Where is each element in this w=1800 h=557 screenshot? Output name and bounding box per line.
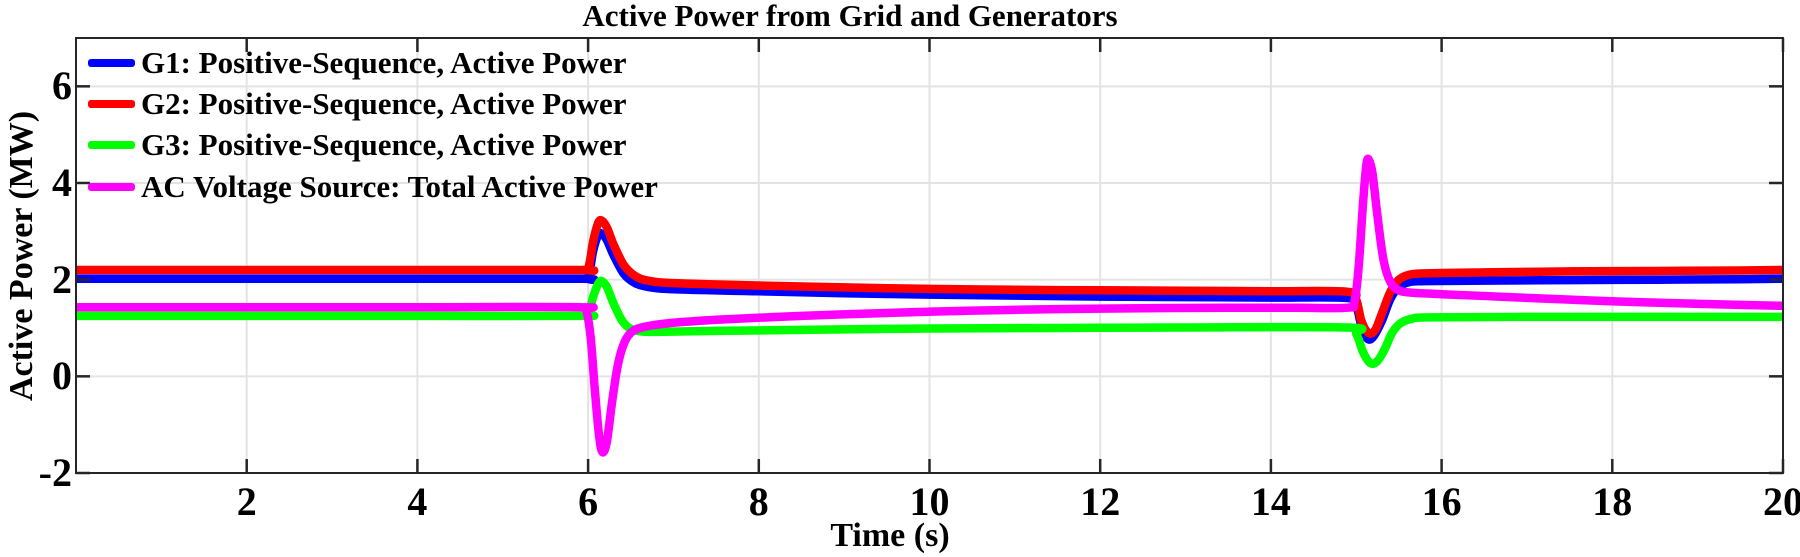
y-tick-label: 6 [52,63,72,109]
x-tick-label: 4 [407,479,428,524]
legend-line-swatch [88,141,135,150]
x-tick-label: 6 [578,479,599,524]
x-tick-label: 16 [1421,479,1462,524]
x-tick-label: 8 [748,479,769,524]
legend-line-swatch [88,99,135,108]
x-tick-label: 20 [1763,479,1800,524]
y-tick-label: 4 [52,160,72,205]
x-tick-label: 2 [236,479,257,524]
chart-title: Active Power from Grid and Generators [582,0,1118,33]
legend-label: AC Voltage Source: Total Active Power [141,168,658,204]
x-axis-label: Time (s) [830,517,950,554]
legend-line-swatch [88,58,135,67]
y-tick-label: -2 [38,450,72,495]
legend-item: AC Voltage Source: Total Active Power [88,166,658,207]
x-tick-label: 10 [909,479,950,524]
legend-item: G1: Positive-Sequence, Active Power [88,42,658,83]
legend: G1: Positive-Sequence, Active Power G2: P… [88,42,658,207]
x-tick-label: 18 [1592,479,1633,524]
series-line-2 [76,215,1784,338]
legend-item: G2: Positive-Sequence, Active Power [88,83,658,124]
legend-label: G3: Positive-Sequence, Active Power [141,127,627,163]
legend-label: G1: Positive-Sequence, Active Power [141,44,627,80]
series-line-4 [76,154,1784,457]
legend-line-swatch [88,182,135,191]
legend-label: G2: Positive-Sequence, Active Power [141,85,627,121]
legend-item: G3: Positive-Sequence, Active Power [88,125,658,166]
x-tick-label: 12 [1080,479,1121,524]
y-tick-label: 0 [52,353,72,399]
y-tick-label: 2 [52,256,72,302]
x-tick-label: 14 [1250,479,1291,524]
